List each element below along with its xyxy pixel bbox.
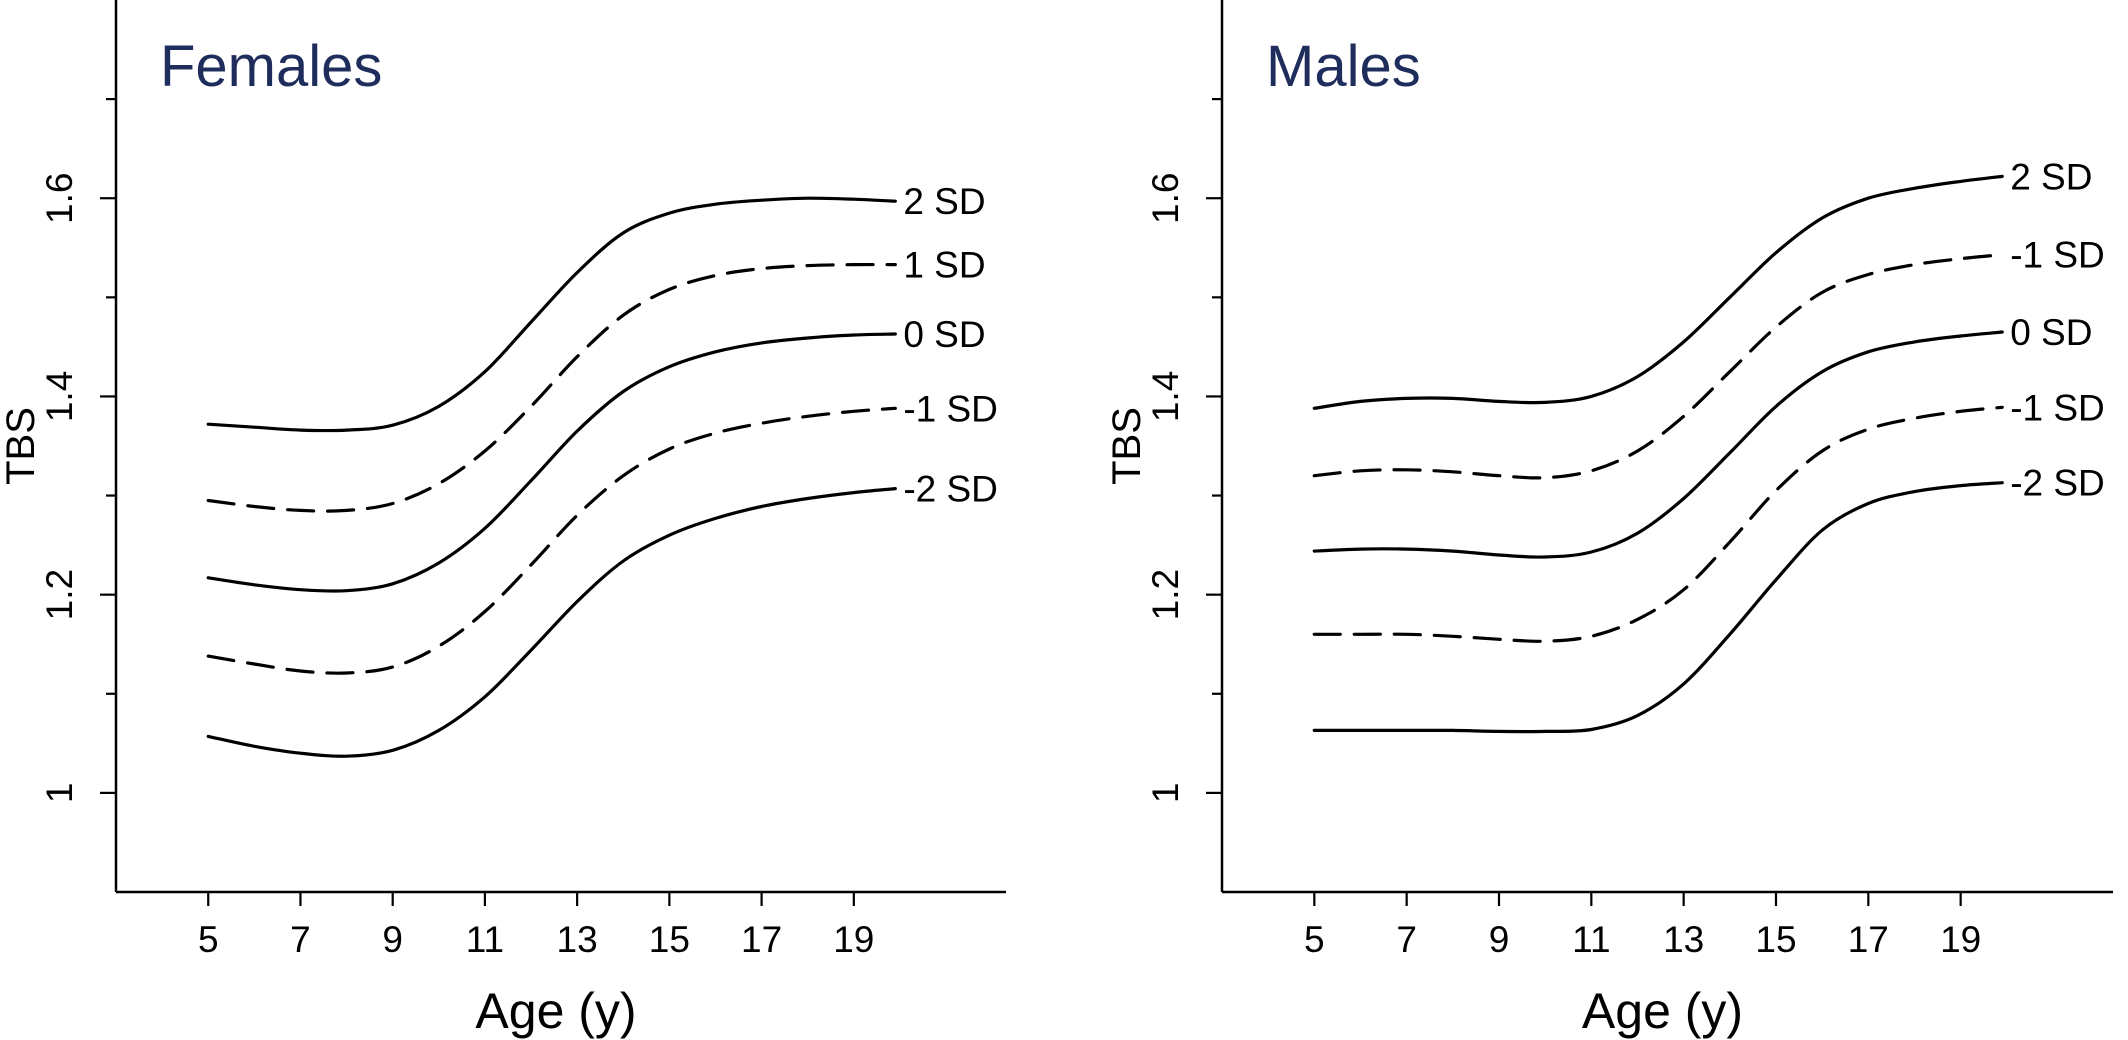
panel-males: 1 1.2 1.4 1.6 5 7 9 11 13 15 17 19 Age (y) TBS Males 2 … xyxy=(1105,0,2113,1039)
x-tick-label: 19 xyxy=(1940,919,1981,960)
x-tick-label: 15 xyxy=(649,919,690,960)
x-tick-label: 7 xyxy=(290,919,311,960)
series-line xyxy=(206,196,897,433)
y-tick-label: 1.6 xyxy=(39,173,80,224)
series-line xyxy=(1312,174,2004,410)
series-label: 0 SD xyxy=(2010,312,2092,353)
panel-title: Females xyxy=(160,34,382,99)
series-label: -2 SD xyxy=(2010,463,2105,504)
x-tick-label: 19 xyxy=(833,919,874,960)
y-tick-label: 1.4 xyxy=(1145,371,1186,422)
y-tick-label: 1.6 xyxy=(1145,173,1186,224)
panel-females: 1 1.2 1.4 1.6 5 7 9 11 13 15 17 19 Age (y) TBS Females… xyxy=(0,0,1006,1039)
series-label: 0 SD xyxy=(903,314,985,355)
y-axis-title: TBS xyxy=(0,407,43,485)
x-axis-title: Age (y) xyxy=(1582,983,1743,1039)
y-tick-label: 1.4 xyxy=(39,371,80,422)
y-tick-label: 1.2 xyxy=(39,569,80,620)
series-label: 1 SD xyxy=(903,245,985,286)
series-line xyxy=(1312,253,2004,480)
x-tick-label: 9 xyxy=(1489,919,1510,960)
x-axis-title: Age (y) xyxy=(475,983,636,1039)
series-label: -1 SD xyxy=(2010,235,2105,276)
x-tick-label: 9 xyxy=(382,919,403,960)
series-line xyxy=(206,262,897,513)
series-line xyxy=(1312,330,2004,559)
series-line xyxy=(1312,405,2004,643)
series-line xyxy=(1312,481,2004,734)
series-label: 2 SD xyxy=(903,181,985,222)
x-tick-label: 5 xyxy=(198,919,219,960)
series-label: -1 SD xyxy=(903,388,998,429)
x-tick-label: 7 xyxy=(1396,919,1417,960)
y-tick-label: 1.2 xyxy=(1145,569,1186,620)
series-line xyxy=(206,487,897,758)
panel-title: Males xyxy=(1266,34,1421,99)
series-label: 2 SD xyxy=(2010,156,2092,197)
x-tick-label: 5 xyxy=(1304,919,1325,960)
x-tick-label: 17 xyxy=(1848,919,1889,960)
series-line xyxy=(206,332,897,593)
y-axis-title: TBS xyxy=(1105,407,1149,485)
x-tick-label: 11 xyxy=(466,919,504,960)
y-tick-label: 1 xyxy=(39,783,80,804)
x-tick-label: 15 xyxy=(1755,919,1796,960)
series-label: -2 SD xyxy=(903,469,998,510)
x-tick-label: 13 xyxy=(1663,919,1704,960)
series-line xyxy=(206,406,897,675)
y-tick-label: 1 xyxy=(1145,783,1186,804)
series-label: -1 SD xyxy=(2010,387,2105,428)
x-tick-label: 11 xyxy=(1572,919,1610,960)
x-tick-label: 17 xyxy=(741,919,782,960)
x-tick-label: 13 xyxy=(557,919,598,960)
